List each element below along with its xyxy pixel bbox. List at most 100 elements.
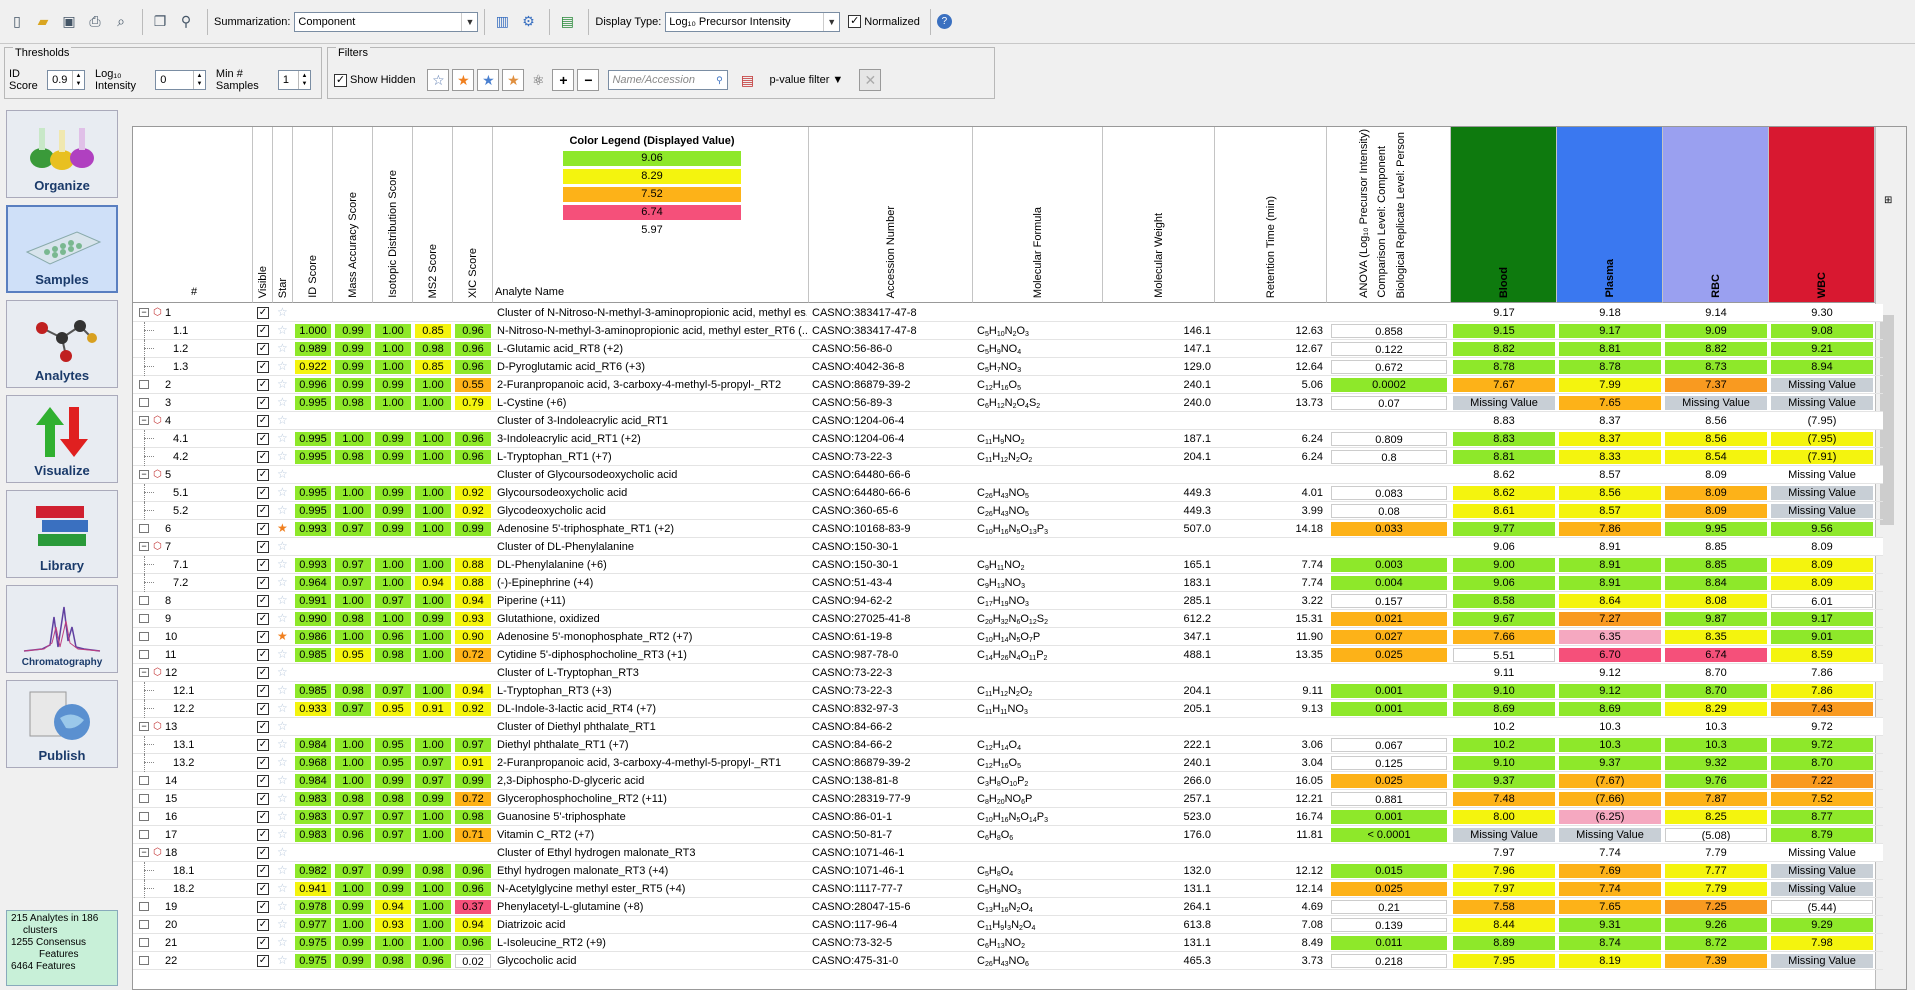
table-row[interactable]: 20 ✓ ☆ 0.977 1.00 0.93 1.00 0.94 Diatrizoic acid… [133, 916, 1883, 934]
expand-toggle-icon[interactable]: − [139, 470, 149, 479]
expand-toggle-icon[interactable] [139, 902, 149, 911]
nav-publish[interactable]: Publish [6, 680, 118, 768]
star-icon[interactable]: ☆ [277, 575, 288, 589]
star-icon[interactable]: ☆ [277, 431, 288, 445]
visible-checkbox[interactable]: ✓ [257, 865, 269, 877]
table-row[interactable]: 1.3 ✓ ☆ 0.922 0.99 1.00 0.85 0.96 D-Pyroglutamic… [133, 358, 1883, 376]
expand-toggle-icon[interactable] [139, 398, 149, 407]
visible-checkbox[interactable]: ✓ [257, 757, 269, 769]
table-row[interactable]: 1.1 ✓ ☆ 1.000 0.99 1.00 0.85 0.96 N-Nitroso-N-me… [133, 322, 1883, 340]
star-icon[interactable]: ☆ [277, 791, 288, 805]
star-icon[interactable]: ☆ [277, 863, 288, 877]
min-samples-spinner[interactable]: 1 ▲ ▼ [277, 70, 311, 90]
visible-checkbox[interactable]: ✓ [257, 721, 269, 733]
table-row[interactable]: 12.2 ✓ ☆ 0.933 0.97 0.95 0.91 0.92 DL-Indole-3-l… [133, 700, 1883, 718]
star-icon[interactable]: ☆ [277, 899, 288, 913]
log-intensity-spinner[interactable]: 0 ▲ ▼ [155, 70, 206, 90]
visible-checkbox[interactable]: ✓ [257, 829, 269, 841]
star-icon[interactable]: ☆ [277, 881, 288, 895]
star-icon[interactable]: ★ [277, 629, 288, 643]
expand-toggle-icon[interactable] [139, 830, 149, 839]
nav-organize[interactable]: Organize [6, 110, 118, 198]
table-row[interactable]: 12.1 ✓ ☆ 0.985 0.98 0.97 1.00 0.94 L-Tryptophan_… [133, 682, 1883, 700]
col-visible-header[interactable]: Visible [253, 127, 273, 303]
visible-checkbox[interactable]: ✓ [257, 883, 269, 895]
star-icon[interactable]: ☆ [277, 719, 288, 733]
star-icon[interactable]: ☆ [277, 377, 288, 391]
id-score-spinner[interactable]: 0.9 ▲ ▼ [47, 70, 85, 90]
cluster-row[interactable]: − ⬡ 13 ✓ ☆ Cluster of Diethyl phthalate_RT1 CA… [133, 718, 1883, 736]
cluster-row[interactable]: − ⬡ 1 ✓ ☆ Cluster of N-Nitroso-N-methyl-3-ami… [133, 304, 1883, 322]
nav-library[interactable]: Library [6, 490, 118, 578]
visible-checkbox[interactable]: ✓ [257, 541, 269, 553]
expand-toggle-icon[interactable] [139, 956, 149, 965]
bar-chart-icon[interactable]: ▥ [495, 13, 510, 29]
table-row[interactable]: 15 ✓ ☆ 0.983 0.98 0.98 0.99 0.72 Glycerophosphoc… [133, 790, 1883, 808]
table-row[interactable]: 11 ✓ ☆ 0.985 0.95 0.98 1.00 0.72 Cytidine 5'-dip… [133, 646, 1883, 664]
col-rt-header[interactable]: Retention Time (min) [1215, 127, 1327, 303]
expand-toggle-icon[interactable] [139, 596, 149, 605]
col-ms2-header[interactable]: MS2 Score [413, 127, 453, 303]
table-row[interactable]: 5.2 ✓ ☆ 0.995 1.00 0.99 1.00 0.92 Glycodeoxychol… [133, 502, 1883, 520]
table-row[interactable]: 13.1 ✓ ☆ 0.984 1.00 0.95 1.00 0.97 Diethyl phtha… [133, 736, 1883, 754]
visible-checkbox[interactable]: ✓ [257, 631, 269, 643]
summarization-select[interactable]: Component ▼ [294, 11, 479, 32]
star-icon[interactable]: ☆ [277, 773, 288, 787]
pvalue-filter-dropdown[interactable]: p-value filter ▼ [769, 74, 844, 86]
expand-toggle-icon[interactable]: − [139, 668, 149, 677]
star-icon[interactable]: ☆ [277, 701, 288, 715]
col-accession-header[interactable]: Accession Number [809, 127, 973, 303]
visible-checkbox[interactable]: ✓ [257, 793, 269, 805]
export-excel-icon[interactable]: ▤ [560, 13, 575, 29]
star-icon[interactable]: ☆ [277, 845, 288, 859]
star-icon[interactable]: ☆ [277, 665, 288, 679]
visible-checkbox[interactable]: ✓ [257, 811, 269, 823]
col-star-header[interactable]: Star [273, 127, 293, 303]
cluster-row[interactable]: − ⬡ 5 ✓ ☆ Cluster of Glycoursodeoxycholic aci… [133, 466, 1883, 484]
expand-toggle-icon[interactable] [139, 614, 149, 623]
visible-checkbox[interactable]: ✓ [257, 901, 269, 913]
visible-checkbox[interactable]: ✓ [257, 595, 269, 607]
star-outline-icon[interactable]: ☆ [427, 69, 450, 91]
nav-chromatography[interactable]: Chromatography [6, 585, 118, 673]
star-icon[interactable]: ☆ [277, 683, 288, 697]
visible-checkbox[interactable]: ✓ [257, 613, 269, 625]
save-icon[interactable]: ▣ [62, 13, 76, 29]
table-row[interactable]: 19 ✓ ☆ 0.978 0.99 0.94 1.00 0.37 Phenylacetyl-L-… [133, 898, 1883, 916]
col-plasma-header[interactable]: Plasma [1557, 127, 1663, 303]
star-icon[interactable]: ☆ [277, 359, 288, 373]
find-icon[interactable]: ⚲ [180, 13, 192, 29]
table-row[interactable]: 4.2 ✓ ☆ 0.995 0.98 0.99 1.00 0.96 L-Tryptophan_R… [133, 448, 1883, 466]
col-xic-header[interactable]: XIC Score [453, 127, 493, 303]
table-row[interactable]: 14 ✓ ☆ 0.984 1.00 0.99 0.97 0.99 2,3-Diphospho-D… [133, 772, 1883, 790]
table-row[interactable]: 2 ✓ ☆ 0.996 0.99 0.99 1.00 0.55 2-Furanpropanoic… [133, 376, 1883, 394]
col-mass-accuracy-header[interactable]: Mass Accuracy Score [333, 127, 373, 303]
star-icon[interactable]: ☆ [277, 755, 288, 769]
visible-checkbox[interactable]: ✓ [257, 703, 269, 715]
star-icon[interactable]: ☆ [277, 827, 288, 841]
new-file-icon[interactable]: ▯ [13, 13, 21, 29]
col-id-score-header[interactable]: ID Score [293, 127, 333, 303]
expand-toggle-icon[interactable] [139, 380, 149, 389]
column-chooser-icon[interactable]: ⊞ [1884, 195, 1893, 206]
table-row[interactable]: 17 ✓ ☆ 0.983 0.96 0.97 1.00 0.71 Vitamin C_RT2 (… [133, 826, 1883, 844]
cluster-row[interactable]: − ⬡ 12 ✓ ☆ Cluster of L-Tryptophan_RT3 CASNO:7… [133, 664, 1883, 682]
star-icon[interactable]: ☆ [277, 413, 288, 427]
help-icon[interactable]: ? [936, 14, 952, 29]
table-row[interactable]: 18.1 ✓ ☆ 0.982 0.97 0.99 0.98 0.96 Ethyl hydroge… [133, 862, 1883, 880]
expand-toggle-icon[interactable] [139, 650, 149, 659]
expand-toggle-icon[interactable] [139, 812, 149, 821]
expand-toggle-icon[interactable]: − [139, 848, 149, 857]
cluster-row[interactable]: − ⬡ 4 ✓ ☆ Cluster of 3-Indoleacrylic acid_RT1… [133, 412, 1883, 430]
visible-checkbox[interactable]: ✓ [257, 937, 269, 949]
expand-toggle-icon[interactable] [139, 794, 149, 803]
star-icon[interactable]: ☆ [277, 305, 288, 319]
nav-visualize[interactable]: Visualize [6, 395, 118, 483]
expand-toggle-icon[interactable] [139, 938, 149, 947]
star-icon[interactable]: ☆ [277, 737, 288, 751]
visible-checkbox[interactable]: ✓ [257, 433, 269, 445]
vertical-scrollbar[interactable]: ⊞ [1875, 127, 1906, 989]
print-icon[interactable]: ⎙ [89, 13, 101, 29]
star-icon[interactable]: ☆ [277, 341, 288, 355]
visible-checkbox[interactable]: ✓ [257, 847, 269, 859]
